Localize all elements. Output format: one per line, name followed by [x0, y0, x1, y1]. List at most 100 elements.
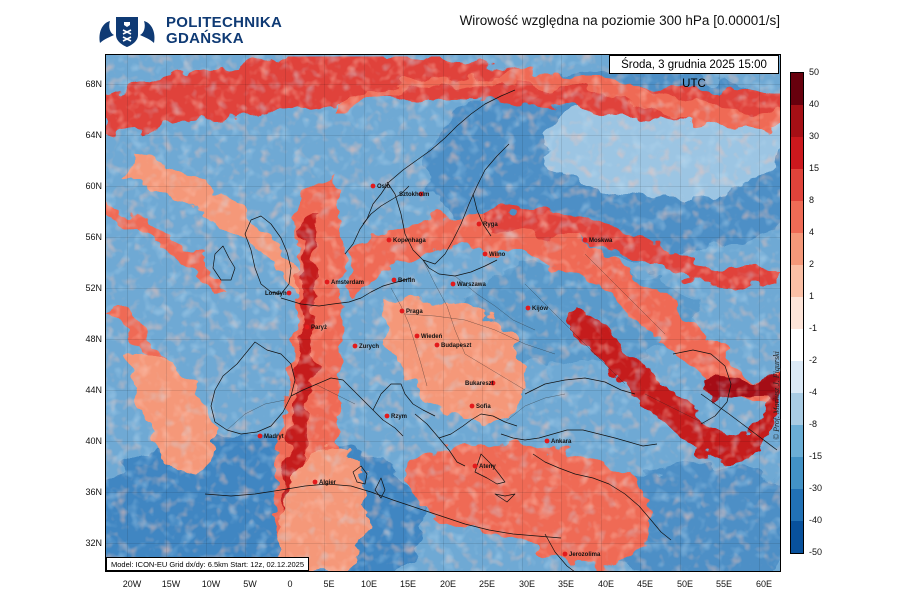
lon-tick-label: 60E — [755, 579, 772, 589]
logo-line-1: POLITECHNIKA — [166, 14, 283, 31]
city-marker[interactable]: Bukareszt — [465, 380, 496, 387]
city-label: Kijów — [532, 306, 548, 312]
colorbar-tick-label: 8 — [809, 195, 815, 205]
gdansk-coat-of-arms-icon — [99, 17, 155, 47]
city-label: Bukareszt — [465, 381, 494, 387]
city-label: Sztokholm — [399, 192, 429, 198]
colorbar-segment — [791, 457, 803, 489]
colorbar-tick-label: 4 — [809, 227, 815, 237]
city-label: Berlin — [398, 278, 415, 284]
map-title: Wirowość względna na poziomie 300 hPa [0… — [459, 13, 780, 28]
city-marker[interactable]: Sofia — [469, 403, 492, 410]
lat-tick-label: 40N — [85, 436, 102, 446]
city-marker[interactable]: Jerozolima — [562, 551, 601, 558]
city-marker[interactable]: Londyn — [265, 290, 292, 297]
city-label: Algier — [319, 480, 337, 486]
city-label: Budapeszt — [441, 343, 471, 349]
city-marker[interactable]: Zurych — [352, 343, 380, 350]
vorticity-map[interactable]: Oslo Sztokholm Ryga Moskwa Kopenhaga Wil… — [105, 54, 781, 572]
city-label: Rzym — [391, 414, 407, 420]
colorbar-tick-label: -15 — [809, 451, 823, 461]
city-label: Wiedeń — [421, 334, 443, 340]
city-marker[interactable]: Wilno — [482, 251, 506, 258]
city-marker[interactable]: Amsterdam — [324, 279, 364, 286]
city-label: Oslo — [377, 184, 391, 190]
colorbar-segment — [791, 201, 803, 233]
lon-tick-label: 50E — [676, 579, 693, 589]
colorbar-segment — [791, 105, 803, 137]
city-marker[interactable]: Sztokholm — [399, 191, 429, 198]
city-marker[interactable]: Berlin — [391, 277, 416, 284]
colorbar-tick-label: -4 — [809, 387, 818, 397]
logo-line-2: GDAŃSKA — [166, 30, 244, 47]
lon-tick-label: 40E — [597, 579, 614, 589]
city-label: Kopenhaga — [393, 238, 426, 244]
city-label: Zurych — [359, 344, 379, 350]
colorbar-tick-label: -50 — [809, 547, 823, 557]
city-marker[interactable]: Warszawa — [450, 281, 487, 288]
lon-tick-label: 25E — [478, 579, 495, 589]
city-marker[interactable]: Budapeszt — [434, 342, 472, 349]
city-label: Ankara — [551, 439, 572, 445]
city-marker[interactable]: Oslo — [370, 183, 391, 190]
lon-tick-label: 35E — [557, 579, 574, 589]
colorbar-segment — [791, 361, 803, 393]
lon-tick-label: 10E — [360, 579, 377, 589]
colorbar-tick-label: 50 — [809, 67, 820, 77]
lat-tick-label: 36N — [85, 487, 102, 497]
colorbar-segment — [791, 232, 803, 265]
city-marker[interactable]: Praga — [399, 308, 424, 315]
colorbar-segment — [791, 169, 803, 201]
city-marker[interactable]: Madryt — [257, 433, 284, 440]
lon-tick-label: 20E — [439, 579, 456, 589]
city-marker[interactable]: Moskwa — [582, 237, 613, 244]
colorbar-segment — [791, 392, 803, 425]
colorbar-segment — [791, 73, 803, 105]
city-label: Paryż — [311, 325, 327, 331]
city-label: Londyn — [265, 291, 287, 297]
lat-tick-label: 68N — [85, 79, 102, 89]
lat-tick-label: 32N — [85, 538, 102, 548]
city-label: Moskwa — [589, 238, 613, 244]
lat-tick-label: 60N — [85, 181, 102, 191]
city-marker[interactable]: Kopenhaga — [386, 237, 427, 244]
city-marker[interactable]: Rzym — [384, 413, 407, 420]
lat-tick-label: 44N — [85, 385, 102, 395]
lon-tick-label: 45E — [636, 579, 653, 589]
lat-lon-grid — [105, 54, 781, 572]
city-marker[interactable]: Ateny — [472, 463, 497, 470]
colorbar-tick-label: 15 — [809, 163, 820, 173]
model-info-box: Model: ICON-EU Grid dx/dy: 6.5km Start: … — [106, 557, 310, 571]
lon-tick-label: 15W — [161, 579, 181, 589]
colorbar-legend — [790, 72, 804, 554]
city-marker[interactable]: Wiedeń — [414, 333, 443, 340]
city-marker[interactable]: Ryga — [476, 221, 499, 228]
colorbar-tick-label: -1 — [809, 323, 818, 333]
city-label: Ateny — [479, 464, 496, 470]
colorbar-segment — [791, 137, 803, 169]
city-label: Wilno — [489, 252, 506, 258]
city-label: Sofia — [476, 404, 491, 410]
colorbar-tick-label: -8 — [809, 419, 818, 429]
lon-tick-label: 20W — [122, 579, 142, 589]
lat-tick-label: 64N — [85, 130, 102, 140]
city-marker[interactable]: Ankara — [544, 438, 572, 445]
lon-tick-label: 30E — [518, 579, 535, 589]
colorbar-tick-label: 2 — [809, 259, 815, 269]
lon-tick-label: 0 — [287, 579, 293, 589]
colorbar-tick-label: 40 — [809, 99, 820, 109]
colorbar-tick-label: -30 — [809, 483, 823, 493]
colorbar-tick-label: 1 — [809, 291, 815, 301]
city-label: Ryga — [483, 222, 498, 228]
map-border — [105, 54, 781, 572]
colorbar-tick-label: -2 — [809, 355, 818, 365]
logo-wordmark: POLITECHNIKA GDAŃSKA — [166, 15, 282, 47]
lat-tick-label: 48N — [85, 334, 102, 344]
author-credit: © Prof. Mariusz J. Figurski — [772, 351, 781, 440]
lon-tick-label: 15E — [399, 579, 416, 589]
lon-tick-label: 55E — [715, 579, 732, 589]
city-marker[interactable]: Algier — [312, 479, 337, 486]
city-marker[interactable]: Paryż — [304, 324, 327, 331]
city-marker[interactable]: Kijów — [525, 305, 549, 312]
colorbar-tick-label: 30 — [809, 131, 820, 141]
